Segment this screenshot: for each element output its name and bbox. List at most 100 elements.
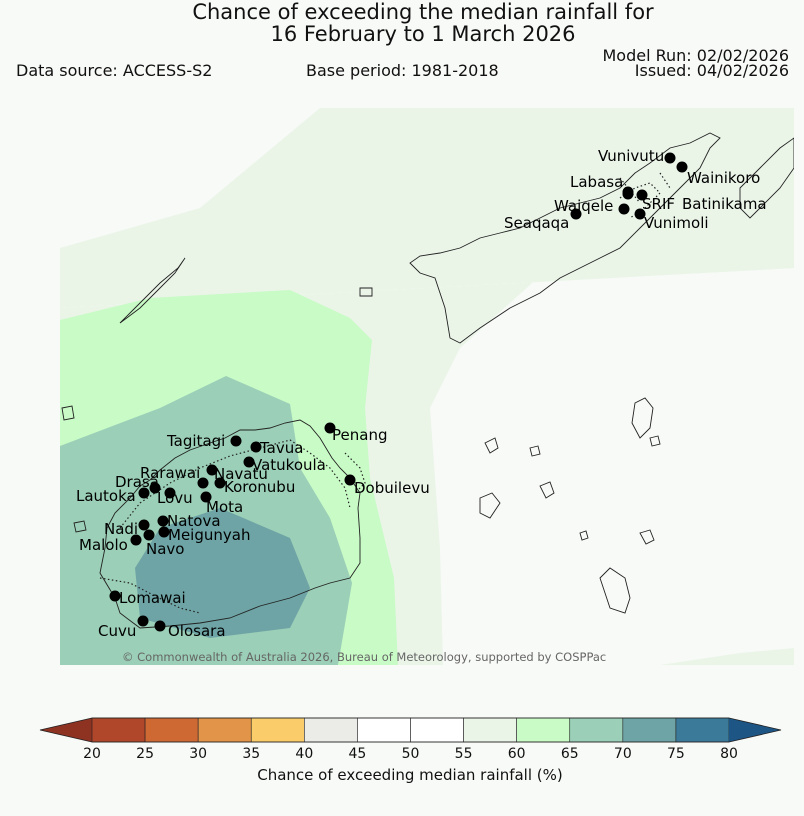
colorbar-bin <box>675 717 730 743</box>
station-layer: Vunivutu Wainikoro Labasa Waiqele SRIF Batini… <box>76 147 767 640</box>
island-malolo <box>73 520 87 533</box>
chart-title-line2: 16 February to 1 March 2026 <box>270 22 576 46</box>
zone-70-75 <box>135 508 310 638</box>
zone-55-60-southeast <box>660 648 794 665</box>
colorbar-tick-label: 65 <box>561 746 579 762</box>
island-nairai <box>639 529 655 545</box>
colorbar-bins <box>91 717 730 743</box>
island-koro <box>479 492 501 519</box>
colorbar-tick-label: 70 <box>614 746 632 762</box>
colorbar-tick-label: 75 <box>667 746 685 762</box>
station-label: Rarawai <box>140 464 200 482</box>
station-label: Tavua <box>259 439 303 457</box>
colorbar-tick-label: 30 <box>189 746 207 762</box>
station-marker <box>230 435 242 447</box>
station-marker <box>243 456 255 468</box>
island-makogai <box>529 445 541 457</box>
station-label: Malolo <box>79 536 128 554</box>
station-marker <box>214 477 226 489</box>
colorbar-overflow-arrow <box>729 718 781 742</box>
chart-title-line1: Chance of exceeding the median rainfall … <box>192 0 654 24</box>
forecast-map: © Commonwealth of Australia 2026, Bureau… <box>60 108 794 665</box>
colorbar-underflow-arrow <box>40 718 92 742</box>
colorbar-bin <box>197 717 252 743</box>
colorbar-bin <box>463 717 517 743</box>
island-yasawa <box>119 257 186 324</box>
station-marker <box>158 526 170 538</box>
station-label: Seaqaqa <box>504 214 569 232</box>
island-mamanuca <box>61 405 75 421</box>
station-marker <box>137 615 149 627</box>
viti-levu-coast <box>99 419 361 629</box>
station-label: Vunivutu <box>598 147 664 165</box>
station-label: Lovu <box>157 489 193 507</box>
colorbar-tick-label: 60 <box>508 746 526 762</box>
station-label: Koronubu <box>224 478 295 496</box>
station-label: Navatu <box>214 465 268 483</box>
station-marker <box>206 464 218 476</box>
station-marker <box>138 487 150 499</box>
station-label: Wainikoro <box>687 169 760 187</box>
copyright-text: © Commonwealth of Australia 2026, Bureau… <box>122 650 606 664</box>
station-label: Tagitagi <box>166 432 225 450</box>
colorbar-tick-label: 45 <box>349 746 367 762</box>
station-label: Penang <box>332 426 387 444</box>
colorbar-bin <box>622 717 677 743</box>
island-yadua <box>359 287 373 297</box>
station-marker <box>157 515 169 527</box>
station-label: Vunimoli <box>644 214 709 232</box>
island-wakaya <box>484 437 499 454</box>
station-marker <box>250 441 262 453</box>
station-marker <box>618 203 630 215</box>
colorbar-bin <box>304 717 358 743</box>
station-marker <box>636 189 648 201</box>
station-marker <box>109 590 121 602</box>
colorbar-tick-label: 25 <box>136 746 154 762</box>
station-label: Meigunyah <box>168 526 250 544</box>
data-source-label: Data source: ACCESS-S2 <box>16 61 213 80</box>
colorbar-bin <box>516 717 571 743</box>
station-label: Cuvu <box>98 622 136 640</box>
colorbar-bin <box>410 717 464 743</box>
station-marker <box>164 487 176 499</box>
station-label: Waiqele <box>554 197 613 215</box>
station-marker <box>138 519 150 531</box>
colorbar-bin <box>569 717 624 743</box>
station-label: SRIF <box>642 195 675 213</box>
island-beqa <box>579 530 589 541</box>
station-marker <box>676 161 688 173</box>
station-label: Vatukoula <box>252 456 326 474</box>
station-label: Nadi <box>104 520 138 538</box>
station-marker <box>197 477 209 489</box>
colorbar-title: Chance of exceeding median rainfall (%) <box>257 766 563 784</box>
colorbar-tick-label: 35 <box>242 746 260 762</box>
station-marker <box>149 482 161 494</box>
issued-label: Issued: 04/02/2026 <box>634 61 789 80</box>
station-label: Lautoka <box>76 487 136 505</box>
island-naigani <box>649 435 661 447</box>
ovalau-coast <box>631 397 654 439</box>
station-label: Olosara <box>168 622 226 640</box>
station-marker <box>143 529 155 541</box>
station-marker <box>634 208 646 220</box>
station-label: Lomawai <box>119 589 186 607</box>
colorbar-tick-labels: 20 25 30 35 40 45 50 55 60 65 70 75 80 <box>83 746 738 762</box>
station-label: Navo <box>146 540 184 558</box>
station-marker <box>622 188 634 200</box>
colorbar: 20 25 30 35 40 45 50 55 60 65 70 75 80 <box>39 717 782 762</box>
base-period-label: Base period: 1981-2018 <box>306 61 499 80</box>
colorbar-tick-label: 40 <box>295 746 313 762</box>
vanua-levu-coast <box>409 132 721 344</box>
station-marker <box>324 422 336 434</box>
colorbar-tick-label: 80 <box>720 746 738 762</box>
kadavu-coast <box>599 567 631 614</box>
station-label: Labasa <box>570 173 623 191</box>
colorbar-tick-label: 50 <box>402 746 420 762</box>
viti-levu-east-boundary <box>344 452 366 494</box>
colorbar-bin <box>144 717 199 743</box>
colorbar-bin <box>250 717 305 743</box>
taveuni-coast <box>739 137 794 219</box>
station-label: Drasa <box>115 473 159 491</box>
station-marker <box>664 152 676 164</box>
station-marker <box>200 491 212 503</box>
